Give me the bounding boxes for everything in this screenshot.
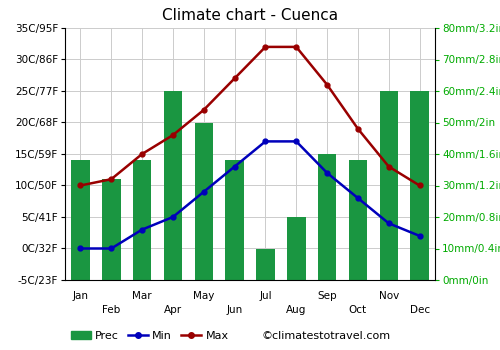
Bar [164,91,182,280]
Text: Oct: Oct [349,305,367,315]
Text: Jun: Jun [226,305,242,315]
Text: Nov: Nov [378,291,399,301]
Text: Jan: Jan [72,291,88,301]
Bar [256,248,274,280]
Text: Sep: Sep [318,291,337,301]
Text: May: May [193,291,214,301]
Bar [102,179,120,280]
Text: Jul: Jul [259,291,272,301]
Title: Climate chart - Cuenca: Climate chart - Cuenca [162,8,338,23]
Bar [410,91,429,280]
Text: Aug: Aug [286,305,306,315]
Bar [287,217,306,280]
Bar [71,160,90,280]
Text: Mar: Mar [132,291,152,301]
Bar [226,160,244,280]
Text: Apr: Apr [164,305,182,315]
Bar [194,122,213,280]
Bar [133,160,152,280]
Legend: Prec, Min, Max, ©climatestotravel.com: Prec, Min, Max, ©climatestotravel.com [70,331,391,341]
Bar [380,91,398,280]
Bar [348,160,367,280]
Text: Feb: Feb [102,305,120,315]
Text: Dec: Dec [410,305,430,315]
Bar [318,154,336,280]
